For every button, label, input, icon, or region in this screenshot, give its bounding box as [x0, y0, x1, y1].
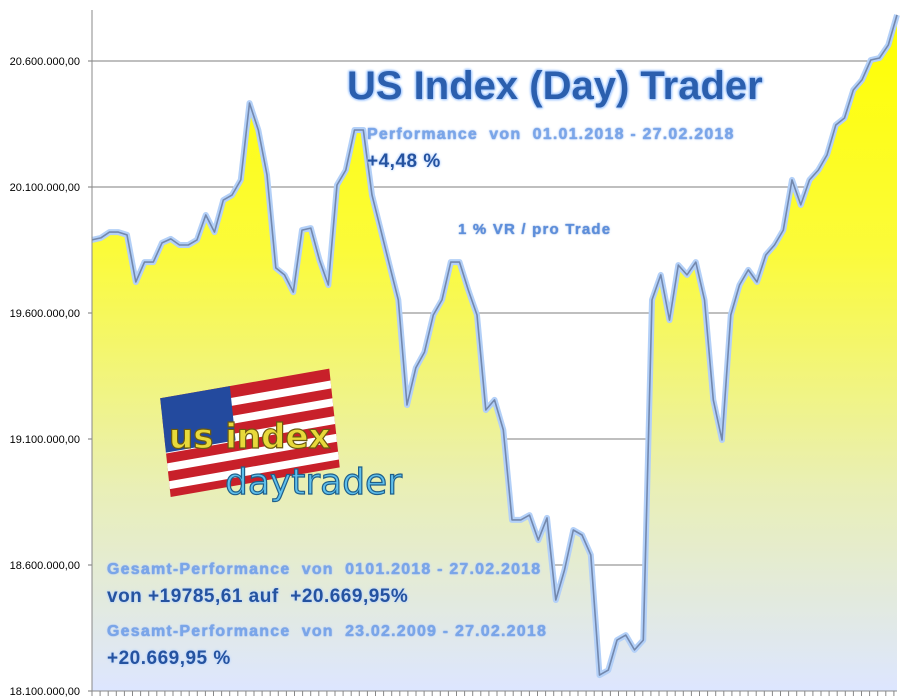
total-performance-value-2: +20.669,95 % — [107, 648, 231, 669]
y-tick-label: 19.600.000,00 — [10, 308, 80, 320]
total-performance-value-1: von +19785,61 auf +20.669,95% — [107, 586, 409, 607]
y-tick-label: 20.600.000,00 — [10, 56, 80, 68]
x-axis — [91, 690, 897, 696]
equity-area — [92, 14, 897, 691]
risk-per-trade-label: 1 % VR / pro Trade — [458, 221, 612, 238]
y-tick-label: 20.100.000,00 — [10, 182, 80, 194]
us-index-daytrader-logo: us index daytrader — [160, 368, 403, 504]
total-performance-label-1: Gesamt-Performance von 0101.2018 - 27.02… — [107, 561, 542, 578]
y-tick-label: 18.100.000,00 — [10, 686, 80, 698]
y-axis: 18.100.000,00 18.600.000,00 19.100.000,00 1… — [10, 10, 93, 698]
period-performance-value: +4,48 % — [367, 151, 441, 172]
equity-line — [91, 14, 898, 676]
chart-title: US Index (Day) Trader — [347, 64, 763, 108]
y-tick-label: 18.600.000,00 — [10, 560, 80, 572]
us-flag-icon — [160, 368, 340, 497]
logo-line2: daytrader — [225, 462, 402, 503]
logo-line1: us index — [169, 417, 331, 457]
total-performance-label-2: Gesamt-Performance von 23.02.2009 - 27.0… — [107, 623, 548, 640]
period-performance-label: Performance von 01.01.2018 - 27.02.2018 — [367, 126, 735, 143]
y-tick-label: 19.100.000,00 — [10, 434, 80, 446]
